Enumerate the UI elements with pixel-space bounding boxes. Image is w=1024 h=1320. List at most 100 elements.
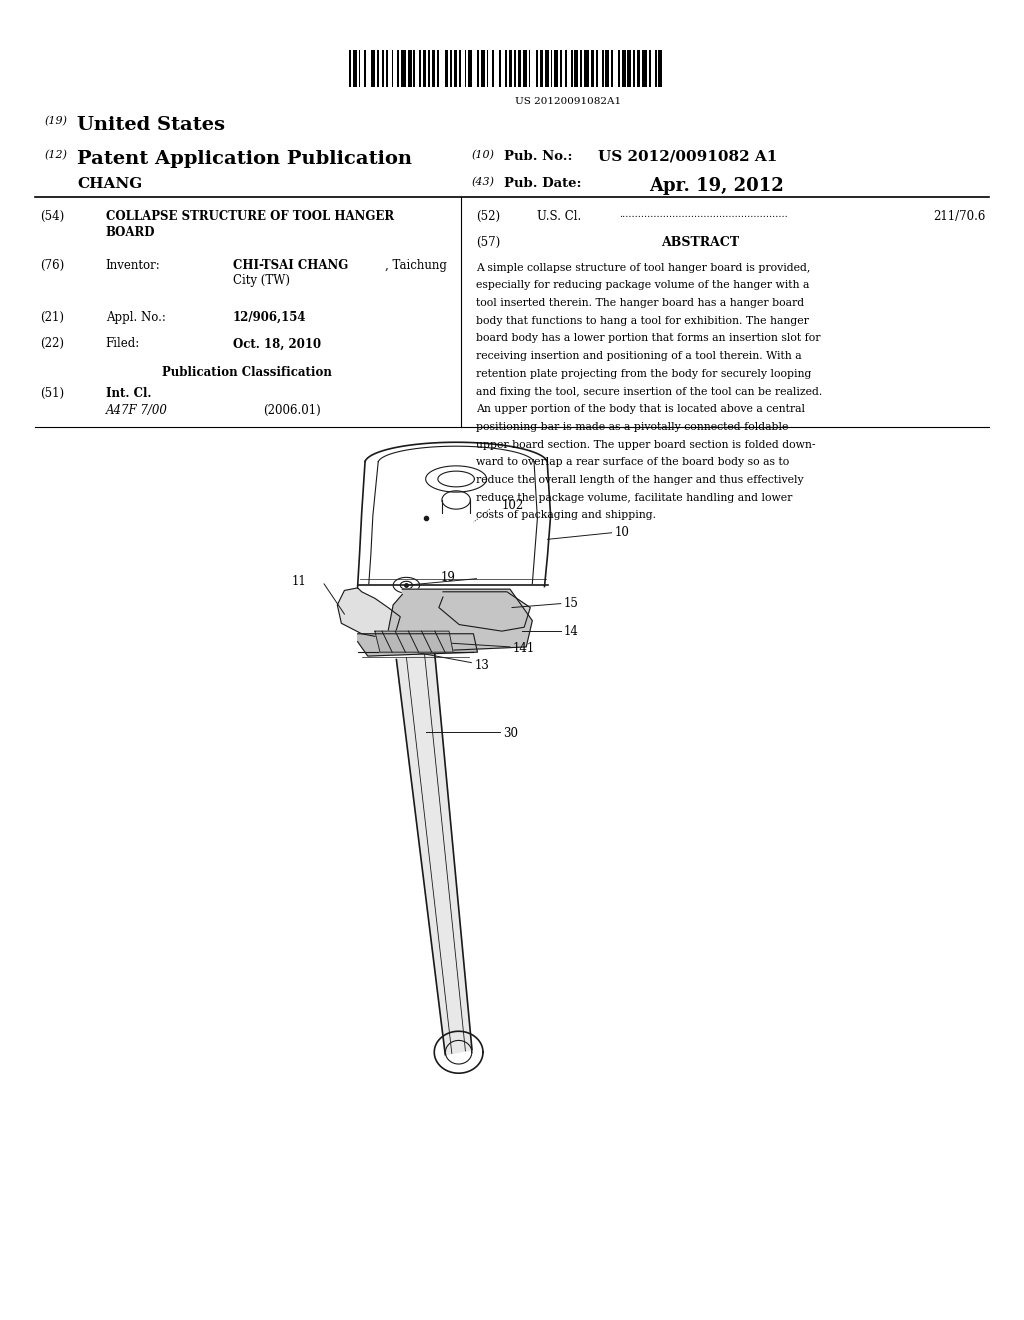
Bar bbox=[377, 50, 379, 87]
Bar bbox=[596, 50, 598, 87]
Text: City (TW): City (TW) bbox=[232, 275, 290, 288]
Bar bbox=[545, 50, 549, 87]
Bar bbox=[580, 50, 582, 87]
Text: A47F 7/00: A47F 7/00 bbox=[105, 404, 168, 417]
Bar bbox=[528, 50, 530, 87]
Text: ......................................................: ........................................… bbox=[618, 210, 787, 219]
Bar bbox=[570, 50, 572, 87]
Bar bbox=[554, 50, 558, 87]
Bar bbox=[397, 50, 399, 87]
Bar bbox=[618, 50, 621, 87]
Text: (10): (10) bbox=[471, 149, 495, 160]
Text: receiving insertion and positioning of a tool therein. With a: receiving insertion and positioning of a… bbox=[476, 351, 802, 362]
Bar bbox=[633, 50, 635, 87]
Text: CHANG: CHANG bbox=[77, 177, 142, 191]
Bar bbox=[642, 50, 647, 87]
Text: , Taichung: , Taichung bbox=[385, 259, 446, 272]
Bar bbox=[386, 50, 388, 87]
Text: Inventor:: Inventor: bbox=[105, 259, 161, 272]
Bar bbox=[428, 50, 430, 87]
Bar bbox=[611, 50, 612, 87]
Text: especially for reducing package volume of the hanger with a: especially for reducing package volume o… bbox=[476, 280, 810, 290]
Bar bbox=[444, 50, 449, 87]
Text: ward to overlap a rear surface of the board body so as to: ward to overlap a rear surface of the bo… bbox=[476, 457, 790, 467]
Text: 11: 11 bbox=[292, 574, 307, 587]
Bar bbox=[536, 50, 538, 87]
Bar bbox=[637, 50, 640, 87]
Text: body that functions to hang a tool for exhibition. The hanger: body that functions to hang a tool for e… bbox=[476, 315, 809, 326]
Text: 141: 141 bbox=[513, 642, 536, 655]
Polygon shape bbox=[375, 631, 453, 652]
Bar bbox=[391, 50, 393, 87]
Bar bbox=[486, 50, 488, 87]
Text: Patent Application Publication: Patent Application Publication bbox=[77, 149, 413, 168]
Bar bbox=[450, 50, 452, 87]
Bar bbox=[454, 50, 458, 87]
Text: 14: 14 bbox=[564, 624, 579, 638]
Bar bbox=[518, 50, 521, 87]
Bar bbox=[493, 50, 494, 87]
Text: (12): (12) bbox=[45, 149, 68, 160]
Bar bbox=[400, 50, 407, 87]
Bar bbox=[654, 50, 656, 87]
Bar bbox=[514, 50, 516, 87]
Text: 30: 30 bbox=[503, 727, 518, 741]
Text: CHI-TSAI CHANG: CHI-TSAI CHANG bbox=[232, 259, 348, 272]
Text: 19: 19 bbox=[441, 570, 456, 583]
Text: (2006.01): (2006.01) bbox=[263, 404, 321, 417]
Text: An upper portion of the body that is located above a central: An upper portion of the body that is loc… bbox=[476, 404, 806, 414]
Text: ABSTRACT: ABSTRACT bbox=[660, 236, 739, 249]
Text: Publication Classification: Publication Classification bbox=[162, 366, 332, 379]
Bar bbox=[565, 50, 567, 87]
Text: (52): (52) bbox=[476, 210, 501, 223]
Bar bbox=[649, 50, 651, 87]
Bar bbox=[437, 50, 439, 87]
Text: reduce the overall length of the hanger and thus effectively: reduce the overall length of the hanger … bbox=[476, 475, 804, 484]
Bar bbox=[382, 50, 384, 87]
Text: (57): (57) bbox=[476, 236, 501, 249]
Text: costs of packaging and shipping.: costs of packaging and shipping. bbox=[476, 511, 656, 520]
Text: board body has a lower portion that forms an insertion slot for: board body has a lower portion that form… bbox=[476, 334, 821, 343]
Text: Int. Cl.: Int. Cl. bbox=[105, 387, 152, 400]
Bar bbox=[419, 50, 421, 87]
Bar bbox=[353, 50, 356, 87]
Bar bbox=[365, 50, 366, 87]
Bar bbox=[459, 50, 461, 87]
Text: tool inserted therein. The hanger board has a hanger board: tool inserted therein. The hanger board … bbox=[476, 298, 805, 308]
Bar bbox=[372, 50, 375, 87]
Text: upper board section. The upper board section is folded down-: upper board section. The upper board sec… bbox=[476, 440, 816, 450]
Text: reduce the package volume, facilitate handling and lower: reduce the package volume, facilitate ha… bbox=[476, 492, 793, 503]
Bar bbox=[500, 50, 501, 87]
Text: Filed:: Filed: bbox=[105, 338, 140, 350]
Text: retention plate projecting from the body for securely looping: retention plate projecting from the body… bbox=[476, 368, 812, 379]
Bar bbox=[481, 50, 484, 87]
Bar bbox=[551, 50, 552, 87]
Bar bbox=[358, 50, 360, 87]
Bar bbox=[574, 50, 578, 87]
Text: United States: United States bbox=[77, 116, 225, 133]
Text: Appl. No.:: Appl. No.: bbox=[105, 312, 166, 325]
Polygon shape bbox=[388, 589, 532, 652]
Text: BOARD: BOARD bbox=[105, 226, 156, 239]
Text: (21): (21) bbox=[40, 312, 63, 325]
Bar bbox=[605, 50, 609, 87]
Bar bbox=[584, 50, 589, 87]
Text: and fixing the tool, secure insertion of the tool can be realized.: and fixing the tool, secure insertion of… bbox=[476, 387, 822, 396]
Text: COLLAPSE STRUCTURE OF TOOL HANGER: COLLAPSE STRUCTURE OF TOOL HANGER bbox=[105, 210, 394, 223]
Text: US 20120091082A1: US 20120091082A1 bbox=[515, 98, 621, 107]
Text: (43): (43) bbox=[471, 177, 495, 187]
Polygon shape bbox=[439, 591, 530, 631]
Bar bbox=[349, 50, 351, 87]
Text: (54): (54) bbox=[40, 210, 63, 223]
Text: A simple collapse structure of tool hanger board is provided,: A simple collapse structure of tool hang… bbox=[476, 263, 811, 272]
Bar bbox=[408, 50, 412, 87]
Bar bbox=[465, 50, 467, 87]
Polygon shape bbox=[337, 587, 400, 638]
Text: 102: 102 bbox=[502, 499, 524, 512]
Bar bbox=[540, 50, 544, 87]
Bar bbox=[602, 50, 603, 87]
Bar bbox=[432, 50, 435, 87]
Text: (51): (51) bbox=[40, 387, 63, 400]
Bar bbox=[414, 50, 416, 87]
Bar bbox=[477, 50, 479, 87]
